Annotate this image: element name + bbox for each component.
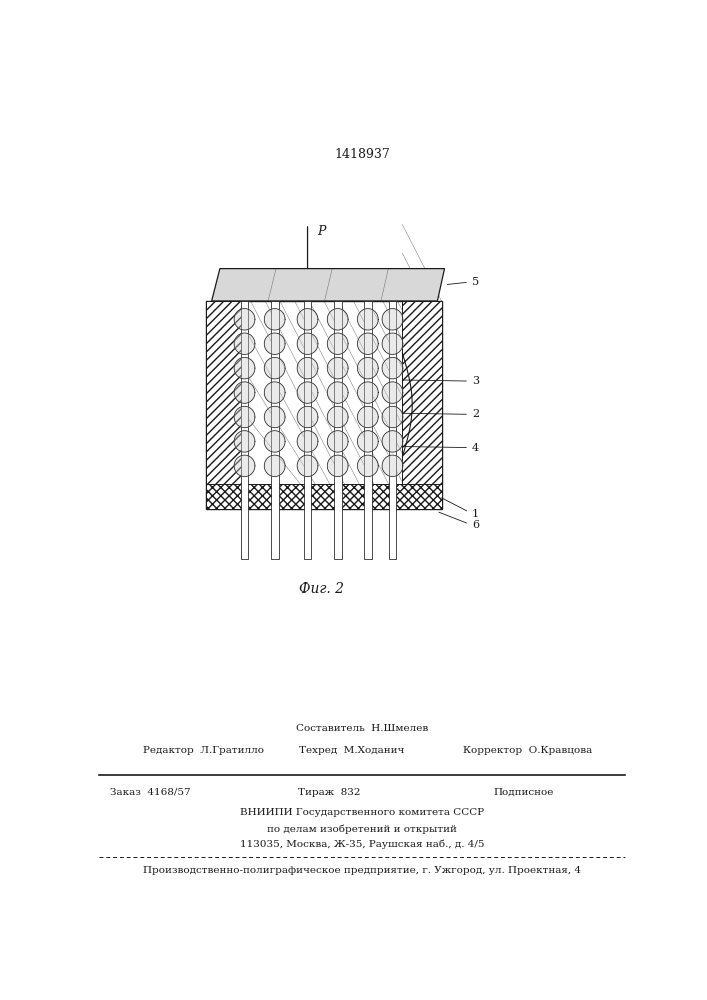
Text: Корректор  О.Кравцова: Корректор О.Кравцова xyxy=(463,746,592,755)
Polygon shape xyxy=(382,431,403,452)
Polygon shape xyxy=(211,269,445,301)
Polygon shape xyxy=(382,333,403,354)
Polygon shape xyxy=(358,382,378,403)
Polygon shape xyxy=(327,455,348,477)
Polygon shape xyxy=(358,333,378,354)
Polygon shape xyxy=(327,333,348,354)
Polygon shape xyxy=(234,382,255,403)
Polygon shape xyxy=(264,333,285,354)
Text: 1: 1 xyxy=(441,498,479,519)
Text: Тираж  832: Тираж 832 xyxy=(298,788,361,797)
Polygon shape xyxy=(297,406,318,428)
Text: Производственно-полиграфическое предприятие, г. Ужгород, ул. Проектная, 4: Производственно-полиграфическое предприя… xyxy=(144,866,581,875)
Polygon shape xyxy=(297,357,318,379)
Bar xyxy=(271,301,279,559)
Polygon shape xyxy=(327,406,348,428)
Bar xyxy=(402,301,442,509)
Text: Подписное: Подписное xyxy=(494,788,554,797)
Polygon shape xyxy=(358,406,378,428)
Text: P: P xyxy=(317,225,326,238)
Polygon shape xyxy=(327,382,348,403)
Polygon shape xyxy=(358,309,378,330)
Polygon shape xyxy=(264,406,285,428)
Text: 4: 4 xyxy=(402,443,479,453)
Polygon shape xyxy=(264,431,285,452)
Bar xyxy=(206,301,442,509)
Polygon shape xyxy=(358,357,378,379)
Polygon shape xyxy=(327,309,348,330)
Polygon shape xyxy=(327,431,348,452)
Polygon shape xyxy=(234,309,255,330)
Text: Составитель  Н.Шмелев: Составитель Н.Шмелев xyxy=(296,724,428,733)
Bar xyxy=(389,301,397,559)
Polygon shape xyxy=(264,455,285,477)
Polygon shape xyxy=(297,309,318,330)
Polygon shape xyxy=(264,309,285,330)
Bar xyxy=(206,301,245,509)
Text: 113035, Москва, Ж-35, Раушская наб., д. 4/5: 113035, Москва, Ж-35, Раушская наб., д. … xyxy=(240,840,484,849)
Polygon shape xyxy=(297,382,318,403)
Polygon shape xyxy=(382,406,403,428)
Polygon shape xyxy=(234,455,255,477)
Text: Фиг. 2: Фиг. 2 xyxy=(299,582,344,596)
Bar xyxy=(245,301,402,484)
Polygon shape xyxy=(297,431,318,452)
Polygon shape xyxy=(358,431,378,452)
Polygon shape xyxy=(264,382,285,403)
Text: 5: 5 xyxy=(448,277,479,287)
Polygon shape xyxy=(327,357,348,379)
Text: ВНИИПИ Государственного комитета СССР: ВНИИПИ Государственного комитета СССР xyxy=(240,808,484,817)
Text: Техред  М.Ходанич: Техред М.Ходанич xyxy=(298,746,404,755)
Text: Заказ  4168/57: Заказ 4168/57 xyxy=(110,788,191,797)
Polygon shape xyxy=(297,333,318,354)
Text: Редактор  Л.Гратилло: Редактор Л.Гратилло xyxy=(144,746,264,755)
Bar xyxy=(206,484,442,509)
Polygon shape xyxy=(382,455,403,477)
Polygon shape xyxy=(382,309,403,330)
Text: 1418937: 1418937 xyxy=(334,148,390,161)
Polygon shape xyxy=(234,357,255,379)
Text: 3: 3 xyxy=(402,376,479,386)
Text: 2: 2 xyxy=(402,409,479,419)
Bar xyxy=(334,301,341,559)
Polygon shape xyxy=(382,382,403,403)
Polygon shape xyxy=(297,455,318,477)
Polygon shape xyxy=(234,333,255,354)
Polygon shape xyxy=(358,455,378,477)
Polygon shape xyxy=(234,431,255,452)
Bar xyxy=(364,301,372,559)
Text: 6: 6 xyxy=(439,512,479,530)
Polygon shape xyxy=(234,406,255,428)
Bar xyxy=(240,301,248,559)
Polygon shape xyxy=(264,357,285,379)
Text: по делам изобретений и открытий: по делам изобретений и открытий xyxy=(267,825,457,834)
Bar xyxy=(304,301,311,559)
Polygon shape xyxy=(382,357,403,379)
